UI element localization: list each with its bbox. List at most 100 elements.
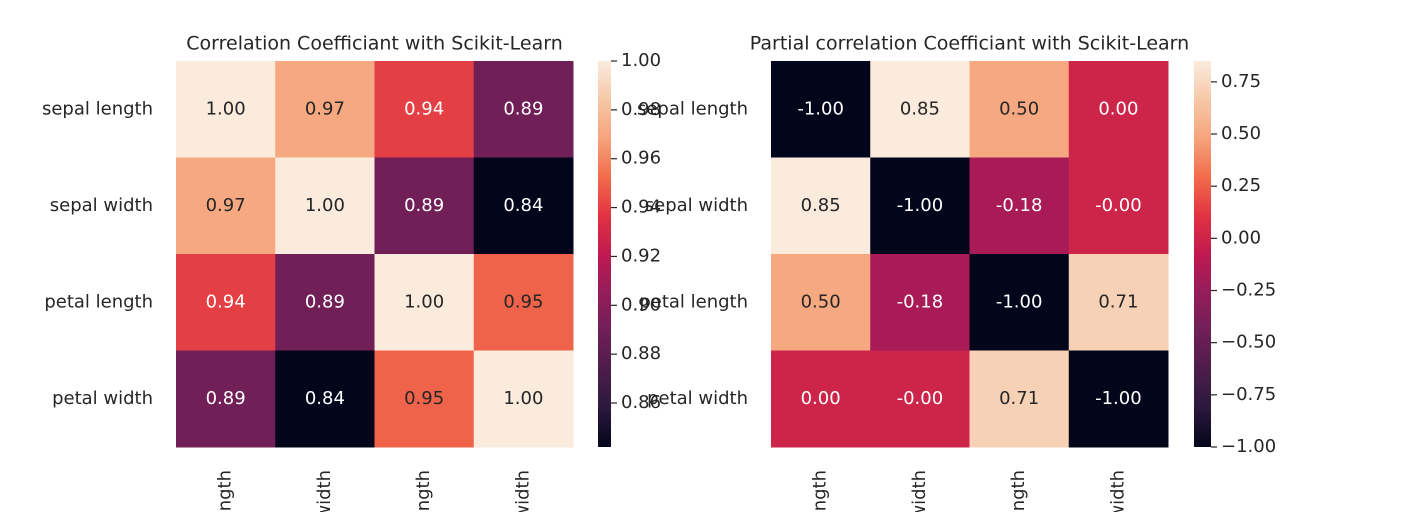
- heatmap-cell: [473, 61, 574, 158]
- heatmap-cell: [473, 254, 574, 351]
- colorbar-tick-label: −0.25: [1221, 280, 1276, 301]
- heatmap-cell: [374, 157, 475, 255]
- cell-label: 0.50: [801, 291, 841, 312]
- y-tick-label: sepal width: [645, 195, 748, 216]
- x-tick-label: sepal width: [909, 470, 930, 512]
- heatmap-cell: [1068, 254, 1169, 351]
- heatmap-cell: [473, 350, 574, 448]
- x-tick-label: petal width: [1107, 470, 1128, 512]
- cell-label: 1.00: [404, 291, 444, 312]
- colorbar-tick-label: −0.75: [1221, 384, 1276, 405]
- heatmap-cell: [275, 61, 375, 158]
- heatmap-cell: [374, 61, 475, 158]
- cell-label: 1.00: [503, 388, 543, 409]
- cell-label: -0.18: [897, 291, 944, 312]
- colorbar-tick-label: 0.92: [621, 245, 661, 266]
- chart-title: Correlation Coefficiant with Scikit-Lear…: [186, 33, 562, 55]
- heatmap-cell: [870, 61, 970, 158]
- x-tick-label: sepal width: [314, 470, 335, 512]
- heatmap-cell: [176, 61, 276, 158]
- heatmap-cell: [374, 254, 475, 351]
- x-tick-label: petal length: [413, 470, 434, 512]
- colorbar: [1194, 61, 1211, 447]
- cell-label: 0.84: [503, 195, 543, 216]
- x-tick-label: sepal length: [215, 470, 236, 512]
- colorbar-tick-label: 0.00: [1221, 227, 1261, 248]
- cell-label: 1.00: [206, 98, 246, 119]
- chart-title: Partial correlation Coefficiant with Sci…: [750, 33, 1189, 55]
- heatmap-cell: [771, 254, 871, 351]
- heatmap-cell: [275, 157, 375, 255]
- cell-label: 0.00: [1098, 98, 1138, 119]
- cell-label: 0.94: [206, 291, 246, 312]
- heatmap-cell: [969, 157, 1070, 255]
- heatmap-cell: [1068, 350, 1169, 448]
- y-tick-label: sepal width: [50, 195, 153, 216]
- x-tick-label: petal length: [1008, 470, 1029, 512]
- cell-label: 1.00: [305, 195, 345, 216]
- heatmap-cell: [1068, 157, 1169, 255]
- heatmap-cell: [771, 157, 871, 255]
- cell-label: 0.97: [305, 98, 345, 119]
- cell-label: 0.85: [900, 98, 940, 119]
- cell-label: 0.89: [206, 388, 246, 409]
- heatmap-cell: [969, 350, 1070, 448]
- cell-label: -0.00: [897, 388, 944, 409]
- cell-label: 0.85: [801, 195, 841, 216]
- heatmap-cell: [969, 254, 1070, 351]
- heatmap-cell: [176, 350, 276, 448]
- cell-label: 0.95: [404, 388, 444, 409]
- cell-label: -1.00: [897, 195, 944, 216]
- y-tick-label: petal width: [647, 388, 748, 409]
- heatmap-cell: [1068, 61, 1169, 158]
- heatmap-cell: [870, 350, 970, 448]
- cell-label: 0.00: [801, 388, 841, 409]
- cell-label: 0.50: [999, 98, 1039, 119]
- cell-label: 0.89: [503, 98, 543, 119]
- heatmap-cell: [275, 254, 375, 351]
- heatmap-cell: [870, 157, 970, 255]
- y-tick-label: sepal length: [637, 98, 748, 119]
- heatmap-cell: [374, 350, 475, 448]
- colorbar-tick-label: 0.86: [621, 392, 661, 413]
- heatmap-cell: [176, 254, 276, 351]
- x-tick-label: sepal length: [810, 470, 831, 512]
- y-tick-label: sepal length: [42, 98, 153, 119]
- colorbar-tick-label: 0.25: [1221, 175, 1261, 196]
- cell-label: -1.00: [1095, 388, 1142, 409]
- cell-label: 0.71: [1098, 291, 1138, 312]
- heatmap-cell: [176, 157, 276, 255]
- y-tick-label: petal length: [639, 291, 748, 312]
- y-tick-label: petal width: [52, 388, 153, 409]
- colorbar-tick-label: 1.00: [621, 50, 661, 71]
- cell-label: -0.00: [1095, 195, 1142, 216]
- cell-label: 0.89: [404, 195, 444, 216]
- heatmap-cell: [473, 157, 574, 255]
- cell-label: -1.00: [996, 291, 1043, 312]
- heatmap-cell: [275, 350, 375, 448]
- x-tick-label: petal width: [512, 470, 533, 512]
- colorbar-tick-label: 0.96: [621, 148, 661, 169]
- heatmap-cell: [969, 61, 1070, 158]
- cell-label: 0.97: [206, 195, 246, 216]
- colorbar-tick-label: 0.98: [621, 99, 661, 120]
- heatmap-cell: [771, 61, 871, 158]
- heatmap-cell: [771, 350, 871, 448]
- cell-label: -0.18: [996, 195, 1043, 216]
- colorbar-tick-label: −0.50: [1221, 332, 1276, 353]
- cell-label: 0.94: [404, 98, 444, 119]
- cell-label: 0.84: [305, 388, 345, 409]
- heatmap-cell: [870, 254, 970, 351]
- colorbar-tick-label: −1.00: [1221, 436, 1276, 457]
- colorbar-tick-label: 0.75: [1221, 71, 1261, 92]
- cell-label: 0.71: [999, 388, 1039, 409]
- colorbar-tick-label: 0.50: [1221, 123, 1261, 144]
- colorbar-tick-label: 0.90: [621, 294, 661, 315]
- colorbar-tick-label: 0.94: [621, 197, 661, 218]
- colorbar: [598, 61, 611, 447]
- cell-label: 0.89: [305, 291, 345, 312]
- cell-label: -1.00: [797, 98, 844, 119]
- colorbar-tick-label: 0.88: [621, 343, 661, 364]
